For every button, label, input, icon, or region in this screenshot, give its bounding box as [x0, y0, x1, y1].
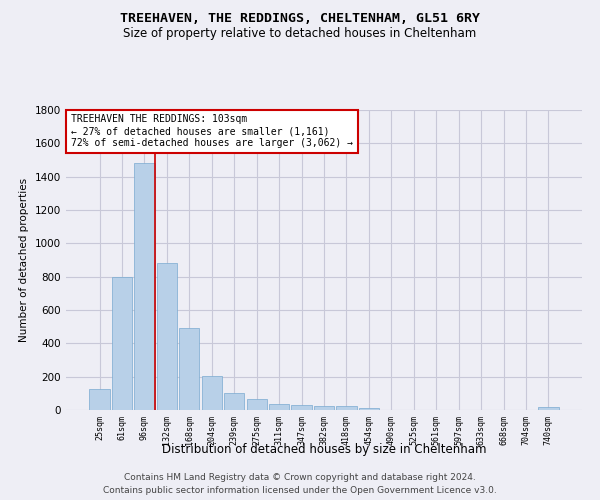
Bar: [269, 404, 289, 410]
Bar: [157, 264, 177, 410]
Text: Contains public sector information licensed under the Open Government Licence v3: Contains public sector information licen…: [103, 486, 497, 495]
Bar: [292, 404, 311, 410]
Bar: [538, 408, 559, 410]
Bar: [247, 399, 267, 410]
Text: TREEHAVEN, THE REDDINGS, CHELTENHAM, GL51 6RY: TREEHAVEN, THE REDDINGS, CHELTENHAM, GL5…: [120, 12, 480, 26]
Bar: [134, 164, 155, 410]
Text: TREEHAVEN THE REDDINGS: 103sqm
← 27% of detached houses are smaller (1,161)
72% : TREEHAVEN THE REDDINGS: 103sqm ← 27% of …: [71, 114, 353, 148]
Text: Size of property relative to detached houses in Cheltenham: Size of property relative to detached ho…: [124, 28, 476, 40]
Text: Distribution of detached houses by size in Cheltenham: Distribution of detached houses by size …: [162, 442, 486, 456]
Bar: [89, 389, 110, 410]
Bar: [112, 276, 132, 410]
Bar: [179, 328, 199, 410]
Bar: [314, 406, 334, 410]
Bar: [202, 376, 222, 410]
Bar: [224, 392, 244, 410]
Y-axis label: Number of detached properties: Number of detached properties: [19, 178, 29, 342]
Text: Contains HM Land Registry data © Crown copyright and database right 2024.: Contains HM Land Registry data © Crown c…: [124, 472, 476, 482]
Bar: [359, 408, 379, 410]
Bar: [337, 406, 356, 410]
